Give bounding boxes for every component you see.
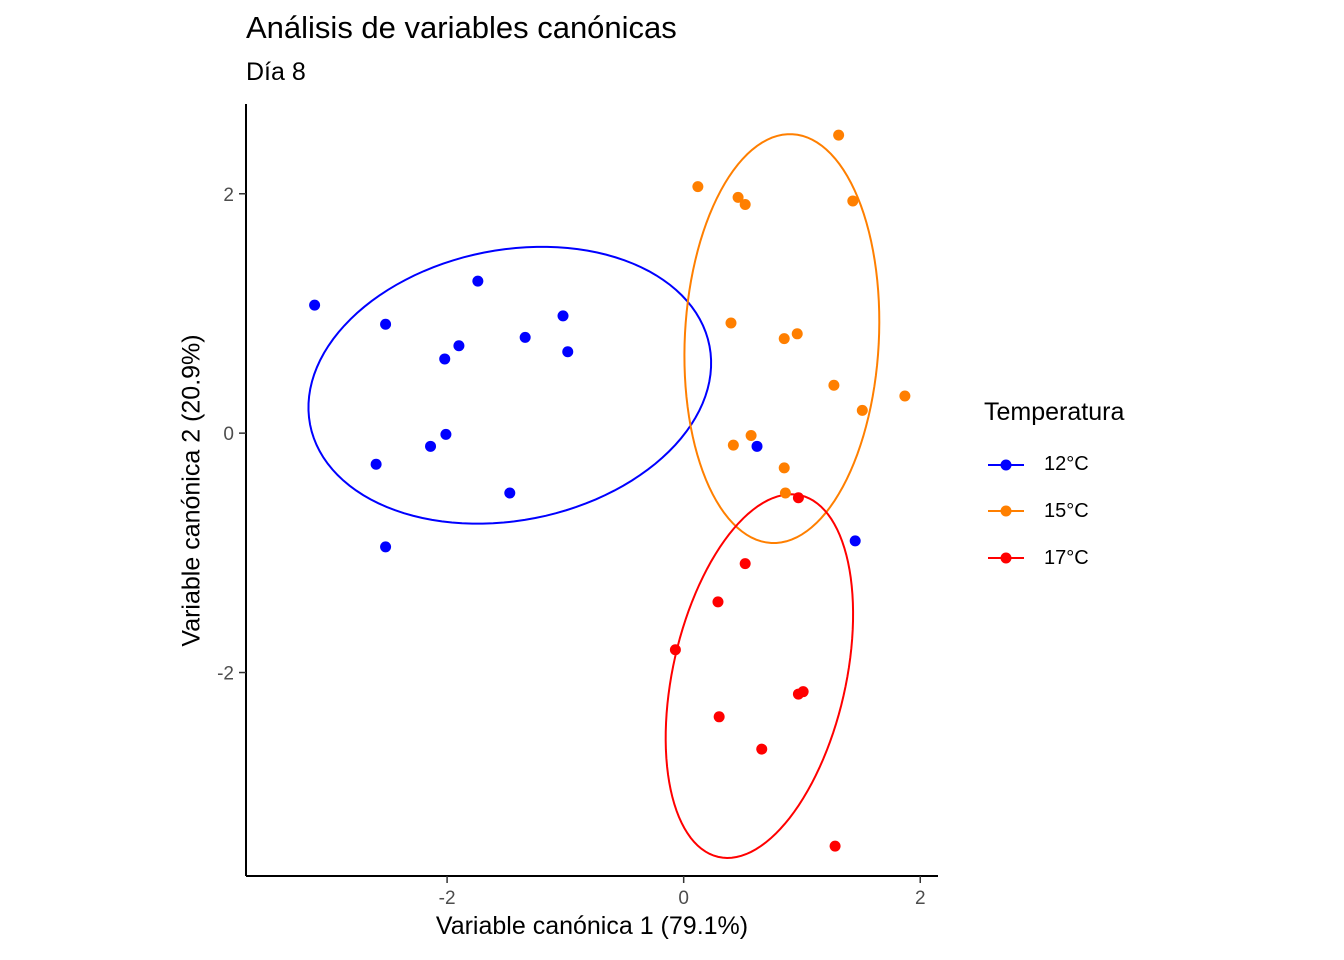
point-12c (751, 440, 763, 452)
x-axis-title: Variable canónica 1 (79.1%) (435, 912, 749, 940)
y-axis-title: Variable canónica 2 (20.9%) (177, 333, 206, 647)
point-12c (440, 428, 452, 440)
point-17c (756, 743, 768, 755)
point-15c (856, 404, 868, 416)
point-15c (745, 430, 757, 442)
point-15c (833, 129, 845, 141)
point-12c (562, 346, 574, 358)
point-17c (669, 644, 681, 656)
axes: -2 0 2 -2 0 2 (217, 104, 938, 909)
point-15c (778, 462, 790, 474)
legend-label-15c: 15°C (1044, 500, 1089, 522)
point-17c (712, 596, 724, 608)
point-12c (504, 487, 516, 499)
point-12c (453, 340, 465, 352)
legend-point-17c (1000, 552, 1012, 564)
point-12c (380, 318, 392, 330)
point-15c (847, 195, 859, 207)
point-15c (739, 199, 751, 211)
point-15c (791, 328, 803, 340)
point-12c (557, 310, 569, 322)
ellipse-15c (683, 133, 881, 544)
point-17c (739, 558, 751, 570)
legend-point-15c (1000, 505, 1012, 517)
point-17c (797, 686, 809, 698)
point-12c (472, 275, 484, 287)
ellipse-12c (307, 245, 713, 525)
point-15c (828, 379, 840, 391)
y-tick-label: -2 (217, 664, 234, 685)
legend-point-12c (1000, 459, 1012, 471)
confidence-ellipses (307, 133, 881, 859)
point-17c (829, 840, 841, 852)
chart-title: Análisis de variables canónicas (246, 10, 677, 45)
legend-title: Temperatura (984, 398, 1125, 426)
y-tick-label: 0 (223, 424, 234, 445)
point-17c (792, 492, 804, 504)
y-tick-label: 2 (223, 185, 234, 206)
point-15c (727, 439, 739, 451)
point-12c (439, 353, 451, 365)
point-15c (778, 333, 790, 345)
point-15c (725, 317, 737, 329)
point-15c (732, 191, 744, 203)
point-15c (779, 487, 791, 499)
point-12c (380, 541, 392, 553)
point-12c (425, 440, 437, 452)
chart-subtitle: Día 8 (246, 58, 306, 86)
point-12c (370, 458, 382, 470)
data-points (309, 129, 911, 852)
point-12c (849, 535, 861, 547)
point-15c (692, 181, 704, 193)
legend-label-17c: 17°C (1044, 547, 1089, 569)
legend-keys (988, 459, 1024, 564)
legend-label-12c: 12°C (1044, 453, 1089, 475)
x-tick-label: 2 (915, 888, 926, 909)
point-17c (713, 711, 725, 723)
x-tick-label: 0 (678, 888, 689, 909)
point-12c (519, 331, 531, 343)
point-12c (309, 299, 321, 311)
point-15c (899, 390, 911, 402)
x-tick-label: -2 (439, 888, 456, 909)
ellipse-17c (664, 493, 855, 859)
